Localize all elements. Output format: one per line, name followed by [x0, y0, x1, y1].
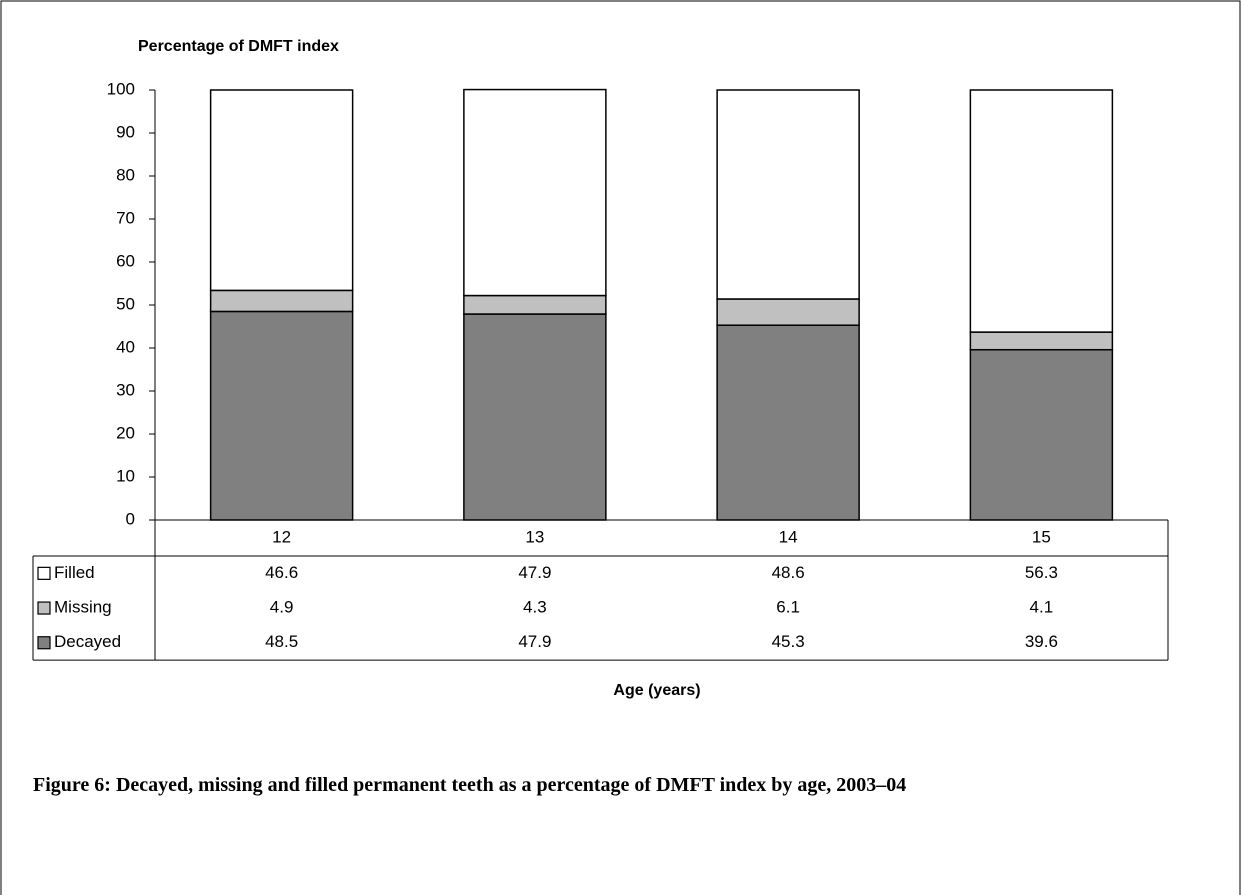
caption: Figure 6: Decayed, missing and filled pe… [33, 774, 907, 796]
bar-segment [209, 310, 354, 521]
y-tick-label: 70 [116, 208, 135, 227]
x-tick-label: 12 [272, 527, 291, 546]
bar-segment [716, 89, 860, 300]
table-value: 39.6 [1025, 632, 1058, 651]
y-tick-label: 100 [107, 79, 135, 98]
y-tick-label: 20 [116, 423, 135, 442]
table-value: 4.1 [1030, 598, 1054, 617]
bar-segment [969, 331, 1114, 351]
y-tick-label: 30 [116, 380, 135, 399]
legend-key [37, 566, 51, 580]
legend-key [37, 601, 51, 615]
table-value: 48.5 [265, 632, 298, 651]
bar-segment [969, 89, 1114, 333]
table-value: 48.6 [772, 563, 805, 582]
y-tick-label: 80 [116, 165, 135, 184]
bar-segment [463, 313, 607, 521]
x-tick-label: 15 [1032, 527, 1051, 546]
y-tick-label: 60 [116, 251, 135, 270]
table-value: 47.9 [518, 632, 551, 651]
bar-segment [463, 88, 607, 297]
table-value: 47.9 [518, 563, 551, 582]
bar-segment [209, 289, 354, 313]
legend-key [37, 636, 51, 650]
x-tick-label: 13 [525, 527, 544, 546]
table-value: 4.9 [270, 598, 294, 617]
y-tick-label: 90 [116, 122, 135, 141]
bar-segment [969, 348, 1114, 521]
table-value: 46.6 [265, 563, 298, 582]
legend-label: Decayed [54, 632, 121, 651]
y-tick-label: 40 [116, 337, 135, 356]
y-tick-label: 0 [126, 509, 135, 528]
y-tick-label: 50 [116, 294, 135, 313]
y-tick-label: 10 [116, 466, 135, 485]
x-tick-label: 14 [779, 527, 798, 546]
table-value: 6.1 [776, 598, 800, 617]
table-value: 4.3 [523, 598, 547, 617]
bar-segment [716, 324, 860, 521]
bar-segment [463, 294, 607, 315]
table-value: 45.3 [772, 632, 805, 651]
table-value: 56.3 [1025, 563, 1058, 582]
x-axis-label: Age (years) [613, 682, 700, 699]
y-axis-label: Percentage of DMFT index [138, 38, 339, 55]
bar-segment [716, 298, 860, 326]
legend-label: Filled [54, 563, 95, 582]
legend-label: Missing [54, 598, 112, 617]
bar-segment [209, 89, 354, 292]
